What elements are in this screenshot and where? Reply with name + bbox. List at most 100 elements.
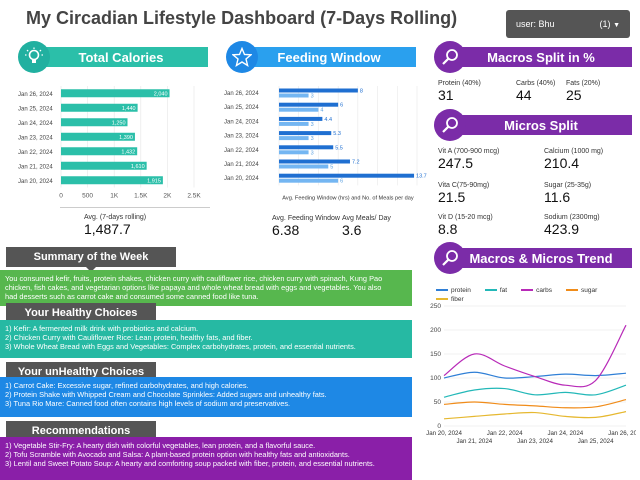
micro-vit-d: Vit D (15-20 mcg) 8.8 bbox=[438, 214, 493, 237]
series-line-fat bbox=[443, 384, 627, 398]
x-tick-label: Jan 25, 2024 bbox=[578, 438, 614, 445]
divider bbox=[60, 207, 210, 208]
macro-fats: Fats (20%) 25 bbox=[566, 80, 601, 103]
total-calories-header: Total Calories bbox=[18, 41, 208, 73]
legend-sugar: sugar bbox=[566, 287, 597, 294]
magnifier-icon bbox=[434, 41, 466, 73]
star-icon bbox=[226, 41, 258, 73]
user-label: user: Bhu bbox=[516, 19, 555, 29]
data-label: 3 bbox=[311, 136, 314, 142]
user-selector[interactable]: user: Bhu (1) ▼ bbox=[506, 10, 630, 38]
micro-vit-c: Vita C(75-90mg) 21.5 bbox=[438, 182, 490, 205]
calorie-bar bbox=[61, 89, 170, 98]
calories-bar-chart: 0 500 1K 1.5K 2K 2.5K Jan 26, 2024 2,040 Jan 25,… bbox=[18, 86, 201, 200]
data-label: 5.5 bbox=[335, 145, 343, 151]
macro-carbs: Carbs (40%) 44 bbox=[516, 80, 556, 103]
total-calories-title: Total Calories bbox=[34, 47, 208, 67]
x-tick-label: Jan 26, 2024 bbox=[608, 430, 636, 437]
legend-protein: protein bbox=[436, 287, 471, 294]
x-tick-label: 1K bbox=[110, 193, 119, 200]
calorie-bar bbox=[61, 161, 147, 170]
feeding-average-label: Avg. Feeding Window bbox=[272, 215, 340, 222]
feeding-bar bbox=[279, 159, 350, 164]
meals-average-label: Avg Meals/ Day bbox=[342, 215, 391, 222]
category-label: Jan 21, 2024 bbox=[18, 164, 53, 170]
data-label: 13.7 bbox=[416, 174, 427, 180]
feeding-bar bbox=[279, 88, 358, 93]
y-tick-label: 150 bbox=[430, 351, 441, 358]
legend-carbs: carbs bbox=[521, 287, 552, 294]
x-tick-label: Jan 22, 2024 bbox=[487, 430, 523, 437]
data-label: 7.2 bbox=[352, 160, 360, 166]
series-line-sugar bbox=[443, 399, 627, 409]
feeding-window-title: Feeding Window bbox=[242, 47, 416, 67]
trend-header: Macros & Micros Trend bbox=[434, 242, 632, 274]
category-label: Jan 23, 2024 bbox=[224, 134, 259, 140]
data-label: 1,610 bbox=[131, 164, 145, 170]
calorie-bar bbox=[61, 132, 135, 141]
data-label: 3 bbox=[311, 94, 314, 100]
data-label: 3 bbox=[311, 122, 314, 128]
micro-sugar: Sugar (25-35g) 11.6 bbox=[544, 182, 592, 205]
calorie-bar bbox=[61, 103, 138, 112]
data-label: 4 bbox=[320, 108, 323, 114]
data-label: 6 bbox=[340, 179, 343, 185]
calorie-bar bbox=[61, 176, 163, 185]
lightbulb-icon bbox=[18, 41, 50, 73]
category-label: Jan 20, 2024 bbox=[224, 176, 259, 182]
calorie-bar bbox=[61, 118, 128, 127]
calories-average-value: 1,487.7 bbox=[84, 221, 131, 237]
micro-vit-a: Vit A (700-900 mcg) 247.5 bbox=[438, 148, 500, 171]
data-label: 1,390 bbox=[119, 135, 133, 141]
summary-tab: Summary of the Week bbox=[6, 247, 176, 272]
data-label: 5 bbox=[330, 165, 333, 171]
calorie-bar bbox=[61, 147, 138, 156]
y-tick-label: 50 bbox=[434, 399, 442, 406]
category-label: Jan 22, 2024 bbox=[18, 150, 53, 156]
user-count: (1) ▼ bbox=[599, 19, 620, 29]
x-axis-title: Avg. Feeding Window (hrs) and No. of Mea… bbox=[282, 195, 414, 201]
feeding-bar bbox=[279, 107, 319, 112]
category-label: Jan 23, 2024 bbox=[18, 135, 53, 141]
y-tick-label: 100 bbox=[430, 375, 441, 382]
feeding-bar bbox=[279, 145, 334, 150]
calories-average-label: Avg. (7-days rolling) bbox=[84, 214, 147, 221]
macros-split-title: Macros Split in % bbox=[450, 47, 632, 67]
micro-sodium: Sodium (2300mg) 423.9 bbox=[544, 214, 600, 237]
series-line-fiber bbox=[443, 411, 627, 420]
x-tick-label: 2.5K bbox=[187, 193, 201, 200]
micros-split-title: Micros Split bbox=[450, 115, 632, 135]
page-title: My Circadian Lifestyle Dashboard (7-Days… bbox=[26, 8, 458, 28]
x-tick-label: 0 bbox=[59, 193, 63, 200]
meals-average: Avg Meals/ Day 3.6 bbox=[342, 215, 391, 238]
feeding-average-value: 6.38 bbox=[272, 222, 300, 238]
macro-protein: Protein (40%) 31 bbox=[438, 80, 481, 103]
feeding-bar bbox=[279, 178, 339, 183]
trend-legend: protein fat carbs sugar fiber bbox=[436, 287, 597, 303]
category-label: Jan 24, 2024 bbox=[224, 119, 259, 125]
data-label: 3 bbox=[311, 150, 314, 156]
feeding-bar bbox=[279, 173, 415, 178]
category-label: Jan 21, 2024 bbox=[224, 162, 259, 168]
trend-title: Macros & Micros Trend bbox=[450, 248, 632, 268]
recommendations-tab: Recommendations bbox=[6, 421, 156, 446]
data-label: 4.4 bbox=[324, 117, 332, 123]
x-tick-label: Jan 20, 2024 bbox=[426, 430, 462, 437]
x-tick-label: Jan 24, 2024 bbox=[547, 430, 583, 437]
data-label: 1,250 bbox=[112, 120, 126, 126]
category-label: Jan 25, 2024 bbox=[224, 105, 259, 111]
feeding-bar bbox=[279, 150, 309, 155]
healthy-choices-body: 1) Kefir: A fermented milk drink with pr… bbox=[0, 320, 412, 358]
feeding-bar bbox=[279, 131, 332, 136]
summary-body: You consumed kefir, fruits, protein shak… bbox=[0, 270, 412, 306]
category-label: Jan 24, 2024 bbox=[18, 121, 53, 127]
recommendations-body: 1) Vegetable Stir-Fry: A hearty dish wit… bbox=[0, 437, 412, 480]
feeding-bar bbox=[279, 164, 329, 169]
micro-calcium: Calcium (1000 mg) 210.4 bbox=[544, 148, 604, 171]
x-tick-label: Jan 23, 2024 bbox=[517, 438, 553, 445]
x-tick-label: 1.5K bbox=[134, 193, 148, 200]
feeding-bar-chart: Jan 26, 2024 8 3 Jan 25, 2024 6 4 Jan 24, 2024… bbox=[224, 86, 427, 201]
calories-average: Avg. (7-days rolling) 1,487.7 bbox=[84, 214, 146, 237]
feeding-bar bbox=[279, 102, 339, 107]
